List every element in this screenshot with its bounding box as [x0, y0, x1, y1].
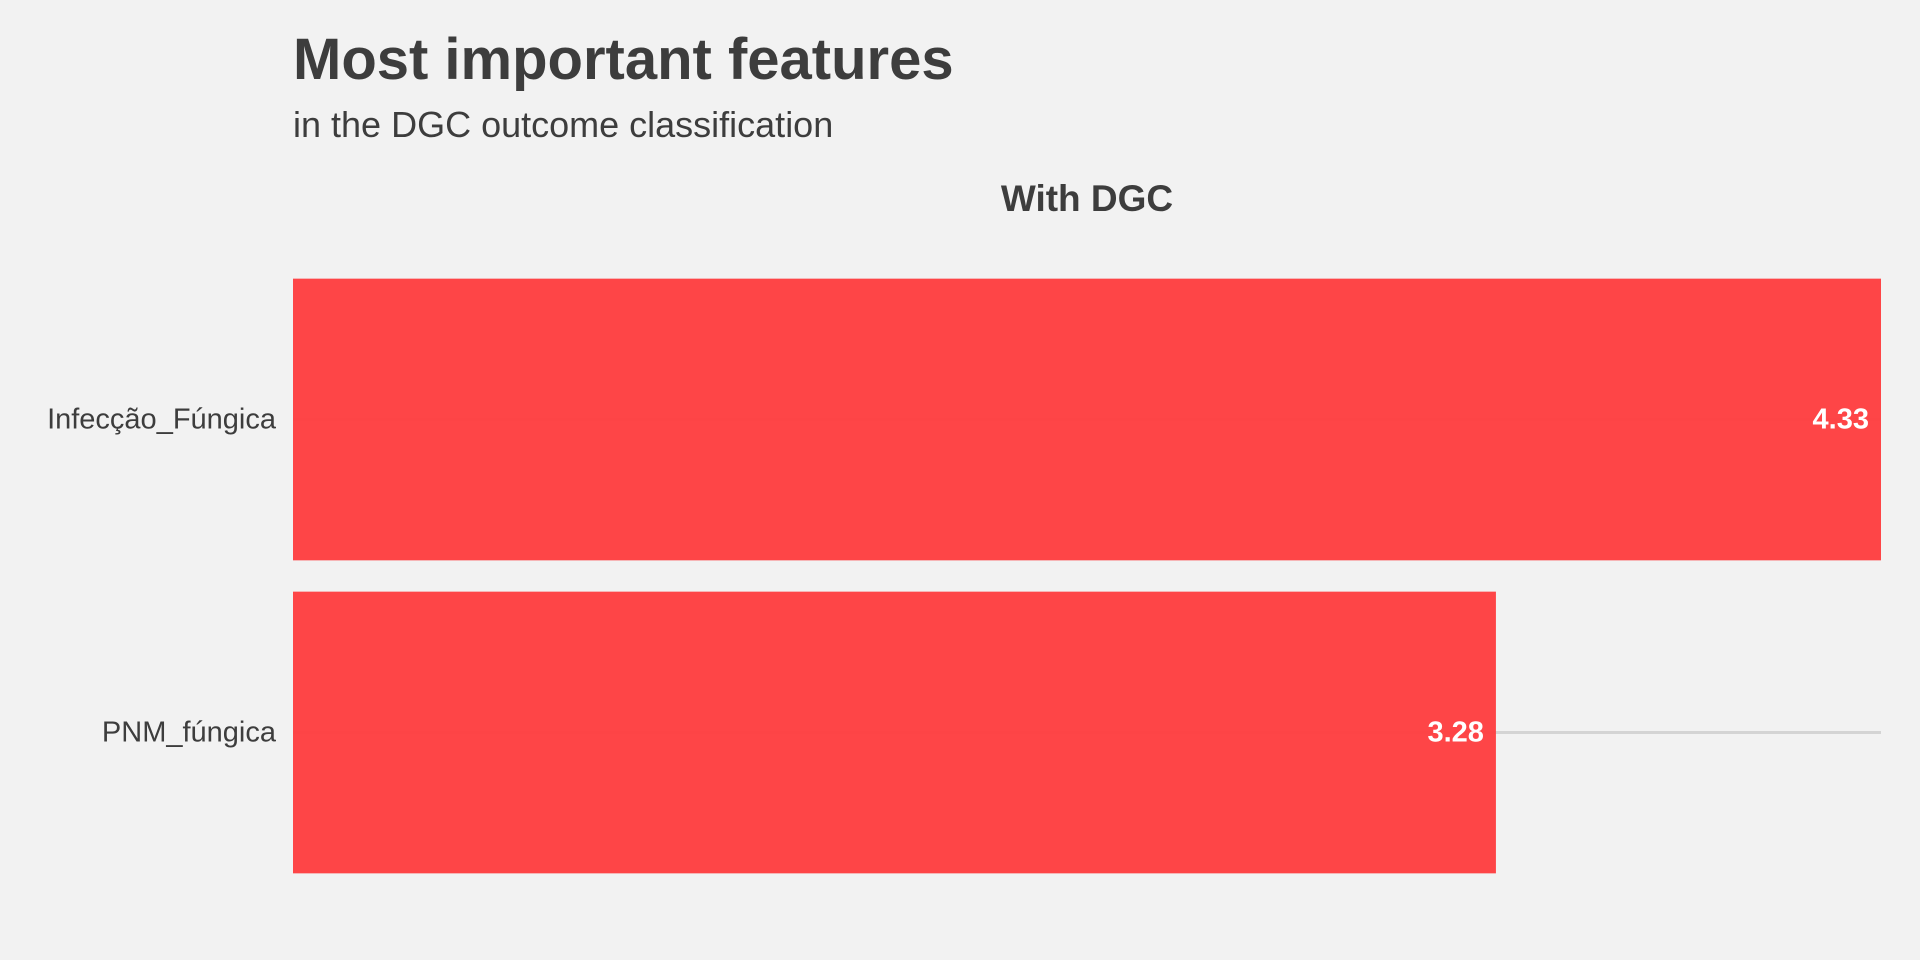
category-label: PNM_fúngica: [102, 717, 277, 749]
value-labels: 4.33 3.28: [1427, 404, 1869, 749]
category-labels: Infecção_Fúngica PNM_fúngica: [47, 404, 277, 749]
bars: [293, 278, 1881, 874]
value-label: 3.28: [1427, 717, 1483, 749]
facet-title: With DGC: [1001, 178, 1173, 219]
category-label: Infecção_Fúngica: [47, 404, 277, 436]
value-label: 4.33: [1813, 404, 1869, 436]
chart-title: Most important features: [293, 27, 954, 92]
chart-subtitle: in the DGC outcome classification: [293, 104, 834, 145]
bar-0: [293, 278, 1881, 561]
bar-1: [293, 591, 1496, 874]
